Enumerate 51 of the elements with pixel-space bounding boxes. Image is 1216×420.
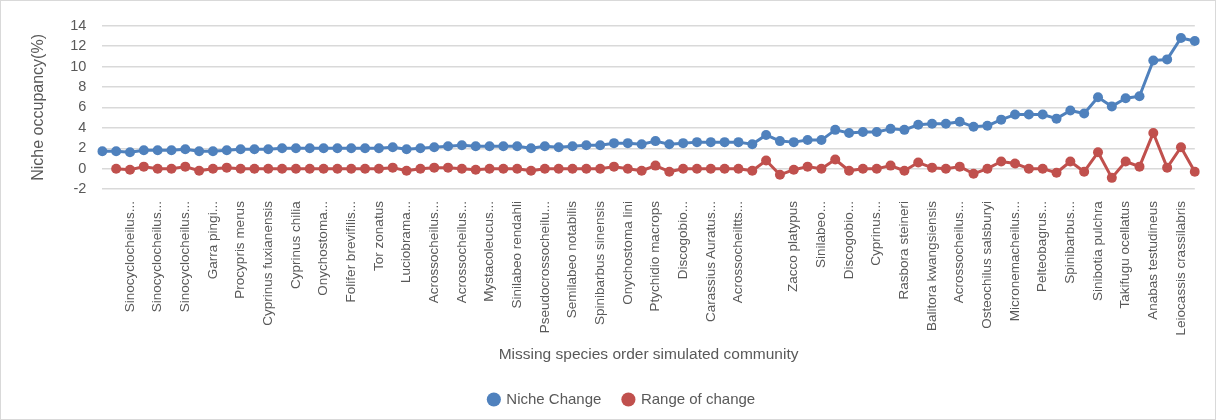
x-tick-label: Takifugu ocellatus: [1117, 200, 1133, 309]
x-tick-label: Carassius Auratus...: [702, 201, 718, 322]
y-axis-title: Niche occupancy(%): [29, 34, 47, 181]
x-tick-label: Cyprinus chilia: [287, 200, 303, 289]
x-axis-title: Missing species order simulated community: [498, 344, 799, 362]
y-tick-label: 4: [78, 118, 87, 135]
x-tick-label: Discogobio...: [674, 201, 690, 280]
x-tick-label: Mystacoleucus...: [481, 201, 497, 302]
y-tick-label: 6: [78, 98, 87, 115]
x-tick-label: Procypris merus: [232, 200, 248, 299]
x-tick-label: Cyprinus fuxianensis: [259, 200, 275, 326]
x-tick-label: Spinibarbus sinensis: [591, 200, 607, 325]
y-tick-label: 2: [78, 139, 87, 156]
x-tick-label: Balitora kwangsiensis: [923, 200, 939, 331]
y-tick-label: 0: [78, 159, 87, 176]
x-tick-label: Tor zonatus: [370, 200, 386, 271]
x-tick-label: Sinilabeo rendahli: [508, 201, 524, 309]
x-tick-label: Garra pingi...: [204, 201, 220, 280]
x-tick-label: Rasbora steineri: [896, 201, 912, 300]
y-tick-label: 10: [70, 57, 87, 74]
y-tick-label: 14: [70, 16, 87, 33]
x-tick-label: Acrossocheilus...: [951, 201, 967, 304]
x-tick-label: Sinocyclocheilus...: [177, 201, 193, 313]
x-tick-label: Acrossocheilus...: [453, 201, 469, 304]
x-tick-label: Spinibarbus...: [1062, 201, 1078, 284]
y-tick-label: 12: [70, 37, 87, 54]
x-tick-label: Acrossocheiltts...: [730, 201, 746, 304]
x-tick-label: Osteochilus salsburyi: [979, 201, 995, 329]
x-tick-label: Onychostoma...: [315, 201, 331, 296]
x-tick-label: Discogobio...: [840, 201, 856, 280]
legend-label: Niche Change: [506, 389, 602, 407]
y-tick-label: 8: [78, 77, 87, 94]
x-tick-label: Sinilabeo...: [813, 201, 829, 268]
x-tick-label: Onychostoma lini: [619, 201, 635, 305]
x-tick-label: Sinocyclocheilus...: [149, 201, 165, 313]
x-tick-label: Acrossocheilus...: [425, 201, 441, 304]
x-tick-label: Folifer brevifilis...: [342, 201, 358, 303]
x-tick-label: Semilabeo notabilis: [564, 200, 580, 319]
x-tick-label: Ptychidio macrops: [647, 200, 663, 312]
x-tick-label: Pelteobagrus...: [1034, 201, 1050, 292]
x-tick-label: Cyprinus...: [868, 201, 884, 266]
x-tick-label: Sinocyclocheilus...: [121, 201, 137, 313]
x-tick-label: Leiocassis crassilabris: [1172, 200, 1188, 336]
x-tick-label: Anabas testudineus: [1145, 200, 1161, 320]
x-tick-label: Sinibotia pulchra: [1089, 200, 1105, 301]
x-tick-label: Luciobrama...: [398, 201, 414, 283]
x-tick-label: Zacco platypus: [785, 200, 801, 292]
x-tick-label: Pseudocrossocheilu...: [536, 201, 552, 334]
x-tick-label: Micronemacheilus...: [1006, 201, 1022, 322]
y-tick-label: -2: [73, 180, 87, 197]
legend-label: Range of change: [640, 389, 756, 407]
